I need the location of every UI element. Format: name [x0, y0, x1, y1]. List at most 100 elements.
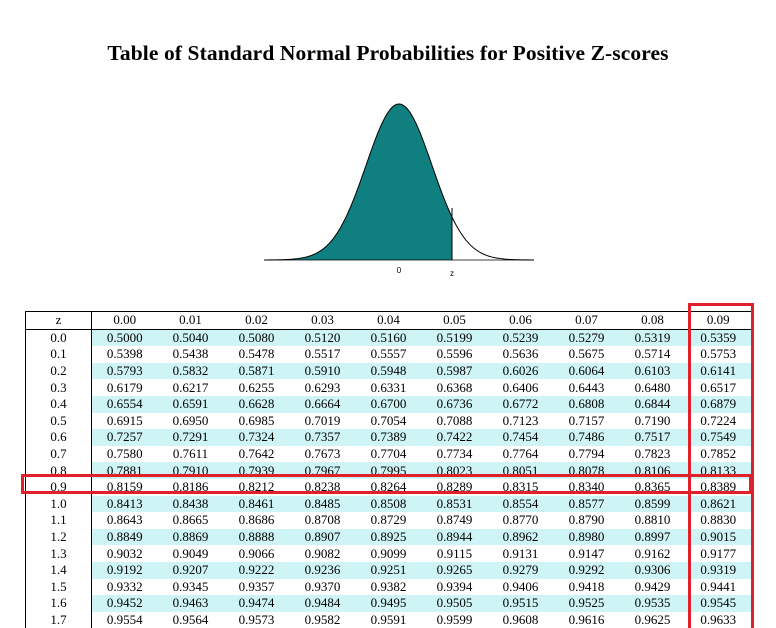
probability-cell: 0.9162: [619, 545, 686, 562]
probability-cell: 0.9032: [91, 545, 158, 562]
probability-cell: 0.9177: [685, 545, 752, 562]
probability-cell: 0.5636: [487, 346, 554, 363]
probability-cell: 0.6517: [685, 379, 752, 396]
probability-cell: 0.8289: [421, 478, 488, 496]
table-row: 1.7 0.9554 0.9564 0.9573 0.9582 0.9591 0.9599 0…: [25, 611, 752, 628]
probability-cell: 0.7517: [619, 429, 686, 446]
probability-cell: 0.8413: [91, 495, 158, 513]
probability-cell: 0.8997: [619, 528, 686, 546]
probability-cell: 0.5279: [553, 329, 620, 347]
header-col: 0.07: [553, 311, 620, 330]
probability-cell: 0.7549: [685, 429, 752, 446]
probability-cell: 0.9406: [487, 578, 554, 596]
probability-cell: 0.9066: [223, 545, 290, 562]
z-table: z 0.00 0.01 0.02 0.03 0.04 0.05 0.06 0.07 0.08 0.0…: [25, 311, 752, 628]
row-z-value: 1.6: [25, 595, 92, 612]
probability-cell: 0.8340: [553, 478, 620, 496]
table-row: 0.9 0.8159 0.8186 0.8212 0.8238 0.8264 0.8289 0…: [25, 478, 752, 496]
table-row: 0.2 0.5793 0.5832 0.5871 0.5910 0.5948 0.5987 0…: [25, 362, 752, 380]
probability-cell: 0.5478: [223, 346, 290, 363]
probability-cell: 0.6808: [553, 395, 620, 413]
probability-cell: 0.9484: [289, 595, 356, 612]
probability-cell: 0.7939: [223, 462, 290, 479]
probability-cell: 0.7054: [355, 412, 422, 430]
probability-cell: 0.5080: [223, 329, 290, 347]
header-col: 0.05: [421, 311, 488, 330]
probability-cell: 0.7157: [553, 412, 620, 430]
probability-cell: 0.8749: [421, 512, 488, 529]
probability-cell: 0.9147: [553, 545, 620, 562]
probability-cell: 0.9418: [553, 578, 620, 596]
probability-cell: 0.8577: [553, 495, 620, 513]
probability-cell: 0.9474: [223, 595, 290, 612]
probability-cell: 0.8315: [487, 478, 554, 496]
probability-cell: 0.9236: [289, 561, 356, 579]
probability-cell: 0.5871: [223, 362, 290, 380]
probability-cell: 0.7224: [685, 412, 752, 430]
table-row: 1.2 0.8849 0.8869 0.8888 0.8907 0.8925 0.8944 0…: [25, 528, 752, 546]
row-z-value: 0.8: [25, 462, 92, 479]
probability-cell: 0.7257: [91, 429, 158, 446]
probability-cell: 0.8830: [685, 512, 752, 529]
probability-cell: 0.9564: [157, 611, 224, 628]
probability-cell: 0.9573: [223, 611, 290, 628]
row-z-value: 0.2: [25, 362, 92, 380]
probability-cell: 0.8621: [685, 495, 752, 513]
probability-cell: 0.8925: [355, 528, 422, 546]
probability-cell: 0.9332: [91, 578, 158, 596]
probability-cell: 0.5160: [355, 329, 422, 347]
probability-cell: 0.9082: [289, 545, 356, 562]
probability-cell: 0.9582: [289, 611, 356, 628]
probability-cell: 0.8686: [223, 512, 290, 529]
probability-cell: 0.8944: [421, 528, 488, 546]
probability-cell: 0.8051: [487, 462, 554, 479]
probability-cell: 0.8962: [487, 528, 554, 546]
table-header-row: z 0.00 0.01 0.02 0.03 0.04 0.05 0.06 0.07 0.08 0.0…: [25, 311, 752, 330]
probability-cell: 0.7580: [91, 445, 158, 463]
probability-cell: 0.8729: [355, 512, 422, 529]
probability-cell: 0.8212: [223, 478, 290, 496]
probability-cell: 0.7357: [289, 429, 356, 446]
probability-cell: 0.9222: [223, 561, 290, 579]
probability-cell: 0.5239: [487, 329, 554, 347]
header-col: 0.03: [289, 311, 356, 330]
probability-cell: 0.7881: [91, 462, 158, 479]
probability-cell: 0.7422: [421, 429, 488, 446]
probability-cell: 0.9207: [157, 561, 224, 579]
probability-cell: 0.8531: [421, 495, 488, 513]
probability-cell: 0.5000: [91, 329, 158, 347]
row-z-value: 0.4: [25, 395, 92, 413]
probability-cell: 0.9441: [685, 578, 752, 596]
probability-cell: 0.8599: [619, 495, 686, 513]
table-row: 1.5 0.9332 0.9345 0.9357 0.9370 0.9382 0.9394 0…: [25, 578, 752, 596]
probability-cell: 0.7611: [157, 445, 224, 463]
probability-cell: 0.7389: [355, 429, 422, 446]
table-row: 0.1 0.5398 0.5438 0.5478 0.5517 0.5557 0.5596 0…: [25, 346, 752, 363]
probability-cell: 0.9515: [487, 595, 554, 612]
probability-cell: 0.8770: [487, 512, 554, 529]
table-row: 1.6 0.9452 0.9463 0.9474 0.9484 0.9495 0.9505 0…: [25, 595, 752, 612]
header-col: 0.02: [223, 311, 290, 330]
probability-cell: 0.9463: [157, 595, 224, 612]
probability-cell: 0.5120: [289, 329, 356, 347]
probability-cell: 0.6664: [289, 395, 356, 413]
header-col: 0.06: [487, 311, 554, 330]
row-z-value: 1.4: [25, 561, 92, 579]
density-curve: [264, 103, 534, 261]
header-col: 0.09: [685, 311, 752, 330]
probability-cell: 0.7794: [553, 445, 620, 463]
probability-cell: 0.7019: [289, 412, 356, 430]
probability-cell: 0.6217: [157, 379, 224, 396]
probability-cell: 0.5398: [91, 346, 158, 363]
probability-cell: 0.8159: [91, 478, 158, 496]
row-z-value: 1.3: [25, 545, 92, 562]
probability-cell: 0.8106: [619, 462, 686, 479]
probability-cell: 0.6591: [157, 395, 224, 413]
table-row: 0.3 0.6179 0.6217 0.6255 0.6293 0.6331 0.6368 0…: [25, 379, 752, 396]
probability-cell: 0.9599: [421, 611, 488, 628]
row-z-value: 0.0: [25, 329, 92, 347]
table-row: 0.0 0.5000 0.5040 0.5080 0.5120 0.5160 0.5199 0…: [25, 329, 752, 347]
probability-cell: 0.7088: [421, 412, 488, 430]
probability-cell: 0.8133: [685, 462, 752, 479]
probability-cell: 0.6844: [619, 395, 686, 413]
